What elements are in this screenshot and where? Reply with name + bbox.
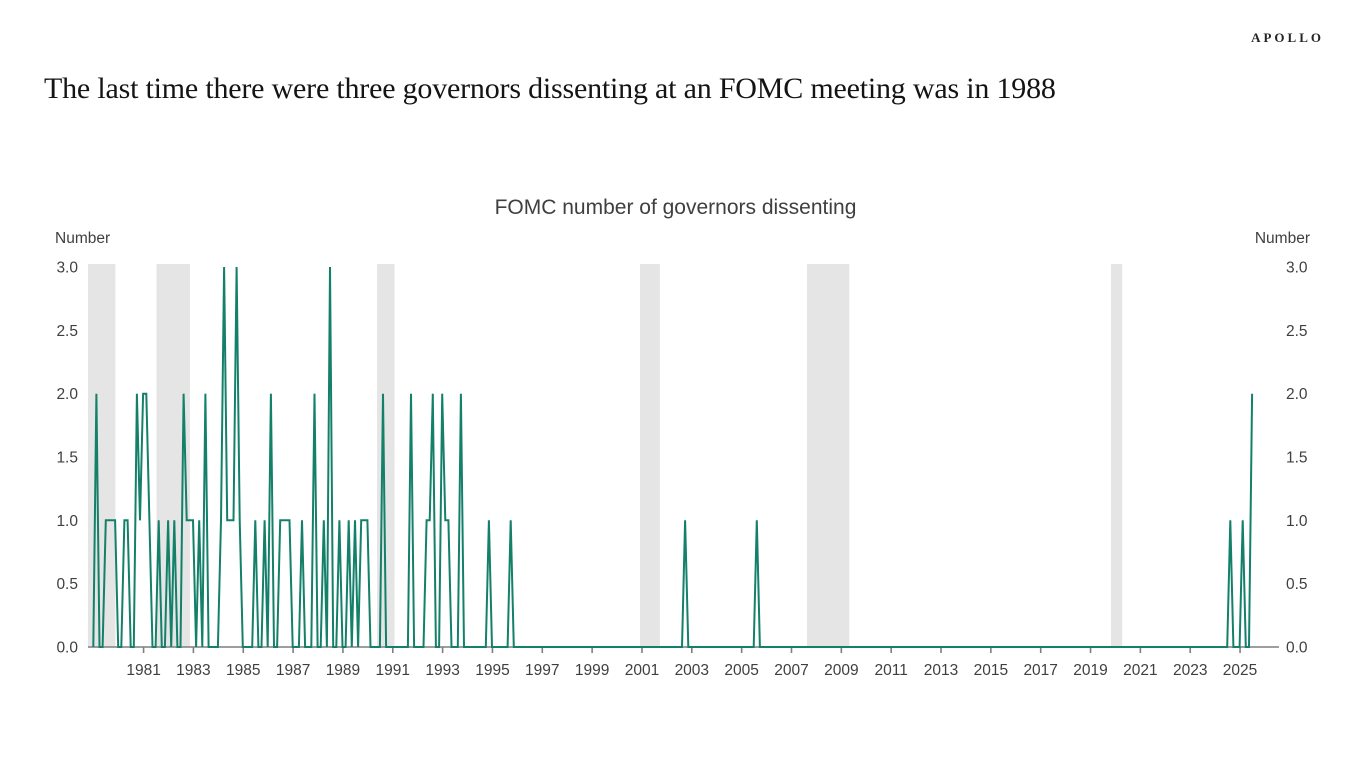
x-tick-label: 2023 [1173, 662, 1207, 679]
x-tick-label: 2005 [724, 662, 758, 679]
x-tick-label: 1987 [276, 662, 310, 679]
y-tick-label-left: 3.0 [56, 260, 78, 277]
y-tick-label-right: 2.0 [1286, 386, 1308, 403]
x-tick-label: 2025 [1223, 662, 1257, 679]
x-tick-label: 2019 [1073, 662, 1107, 679]
page-title: The last time there were three governors… [44, 72, 1056, 106]
y-tick-label-left: 1.0 [56, 513, 78, 530]
x-tick-label: 2007 [774, 662, 808, 679]
x-tick-label: 1993 [425, 662, 459, 679]
x-tick-label: 2001 [625, 662, 659, 679]
y-axis-unit-right: Number [1254, 230, 1310, 247]
y-tick-label-left: 2.5 [56, 323, 78, 340]
x-tick-label: 1995 [475, 662, 509, 679]
y-tick-label-right: 3.0 [1286, 260, 1308, 277]
x-tick-label: 1983 [176, 662, 210, 679]
dissent-line [92, 266, 1254, 648]
y-tick-label-right: 1.0 [1286, 513, 1308, 530]
y-tick-label-right: 0.5 [1286, 576, 1308, 593]
x-tick-label: 1997 [525, 662, 559, 679]
x-tick-label: 2003 [675, 662, 709, 679]
x-tick-label: 2015 [974, 662, 1008, 679]
x-tick-label: 1991 [376, 662, 410, 679]
x-tick-label: 1985 [226, 662, 260, 679]
x-tick-label: 1999 [575, 662, 609, 679]
y-tick-label-left: 0.5 [56, 576, 78, 593]
recession-band [806, 264, 850, 647]
x-tick-label: 1989 [326, 662, 360, 679]
x-tick-label: 2013 [924, 662, 958, 679]
y-tick-label-left: 1.5 [56, 450, 78, 467]
x-tick-label: 2017 [1023, 662, 1057, 679]
apollo-logo: APOLLO [1251, 30, 1324, 45]
y-tick-label-left: 0.0 [56, 640, 78, 657]
y-tick-label-right: 0.0 [1286, 640, 1308, 657]
x-tick-label: 2009 [824, 662, 858, 679]
recession-band [88, 264, 116, 647]
recession-band [1110, 264, 1123, 647]
x-tick-label: 2021 [1123, 662, 1157, 679]
x-tick-label: 2011 [874, 662, 907, 679]
chart-title: FOMC number of governors dissenting [494, 196, 857, 219]
y-axis-unit-left: Number [55, 230, 111, 247]
y-tick-label-right: 2.5 [1286, 323, 1308, 340]
x-tick-label: 1981 [126, 662, 160, 679]
y-tick-label-right: 1.5 [1286, 450, 1308, 467]
recession-band [639, 264, 660, 647]
y-tick-label-left: 2.0 [56, 386, 78, 403]
